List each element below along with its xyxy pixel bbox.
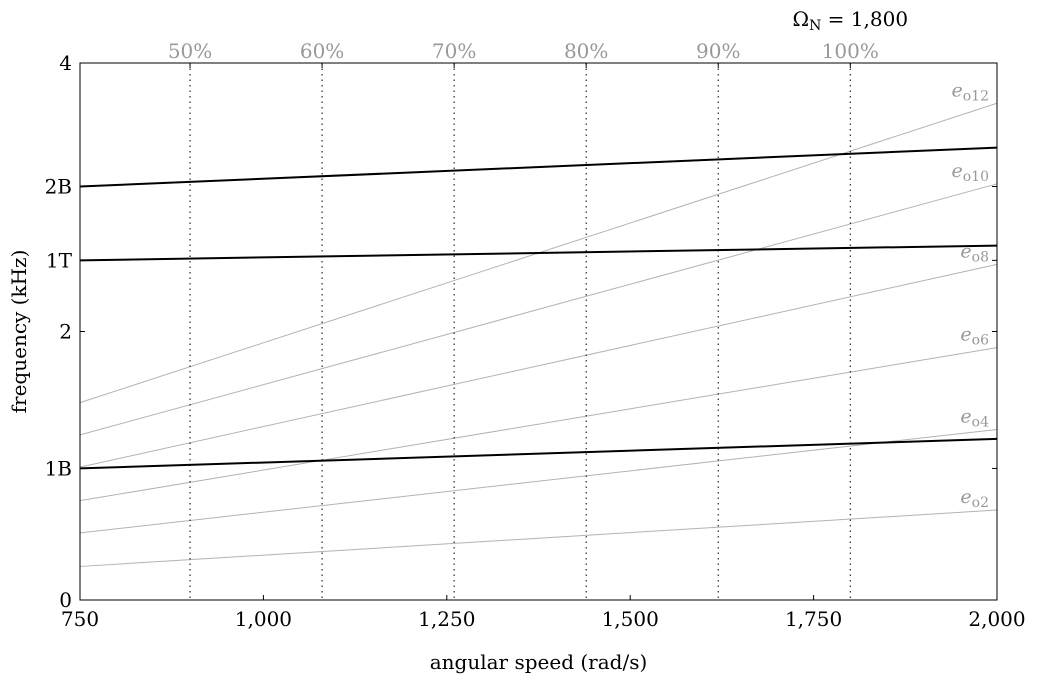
- y-axis-title: frequency (kHz): [7, 250, 31, 414]
- order-labels-group: eo2 eo4 eo6 eo8 eo10 eo12: [952, 79, 990, 511]
- x-tick-label: 2,000: [968, 607, 1025, 631]
- top-tick-label: 100%: [822, 39, 879, 63]
- y-tick-label: 0: [59, 588, 72, 612]
- mode-line-1b: [79, 437, 998, 470]
- order-line-o8: [79, 263, 998, 468]
- top-tick-label: 80%: [564, 39, 608, 63]
- order-line-o10: [79, 183, 998, 436]
- top-tick-label: 60%: [300, 39, 344, 63]
- top-axis-ticks: 50% 60% 70% 80% 90% 100%: [168, 39, 879, 68]
- x-tick-label: 1,500: [602, 607, 659, 631]
- mode-line-2b: [79, 146, 998, 188]
- order-line-o6: [79, 347, 998, 502]
- top-tick-label: 70%: [432, 39, 476, 63]
- y-tick-label: 1T: [46, 248, 73, 272]
- order-line-o2: [79, 509, 998, 567]
- top-tick-label: 50%: [168, 39, 212, 63]
- nominal-speed-label: ΩN = 1,800: [792, 7, 908, 34]
- x-tick-label: 750: [61, 607, 99, 631]
- order-label-o6: eo6: [960, 324, 989, 349]
- order-label-o10: eo10: [952, 160, 990, 185]
- plot-frame: [79, 62, 998, 601]
- x-axis-ticks: 750 1,000 1,250 1,500 1,750 2,000: [61, 595, 1026, 631]
- order-label-o4: eo4: [960, 406, 989, 431]
- x-axis-title: angular speed (rad/s): [430, 650, 648, 674]
- order-label-o12: eo12: [952, 79, 990, 104]
- order-line-o4: [79, 429, 998, 534]
- x-tick-label: 1,250: [418, 607, 475, 631]
- percentage-gridlines-group: [189, 63, 851, 600]
- order-label-o8: eo8: [960, 240, 989, 265]
- x-tick-label: 1,750: [785, 607, 842, 631]
- x-tick-label: 1,000: [235, 607, 292, 631]
- y-tick-label: 4: [59, 51, 72, 75]
- y-tick-label: 1B: [45, 456, 72, 480]
- mode-lines-group: [79, 146, 998, 470]
- order-label-o2: eo2: [960, 486, 989, 511]
- y-axis-ticks: 0 1B 2 1T 2B 4: [45, 51, 997, 612]
- top-tick-label: 90%: [696, 39, 740, 63]
- y-tick-label: 2B: [45, 175, 72, 199]
- order-lines-group: [79, 102, 998, 567]
- y-tick-label: 2: [59, 320, 72, 344]
- mode-line-1t: [79, 244, 998, 262]
